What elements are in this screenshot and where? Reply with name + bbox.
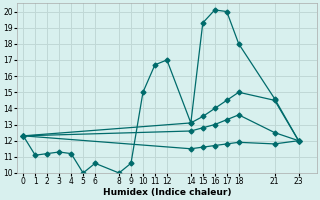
X-axis label: Humidex (Indice chaleur): Humidex (Indice chaleur) [103, 188, 231, 197]
